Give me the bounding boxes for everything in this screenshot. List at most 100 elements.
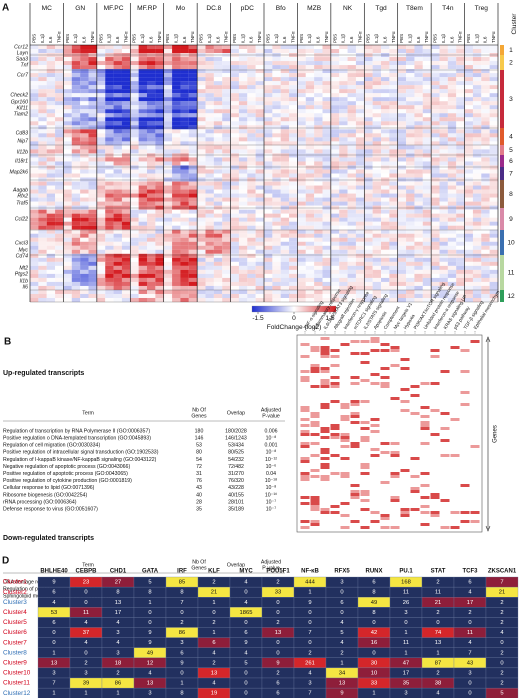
matrix-cell [310,421,320,424]
heatmap-cell [280,249,290,254]
heatmap-cell [188,205,198,210]
cluster-number: 3 [509,96,513,103]
heatmap-cell [255,285,265,291]
heatmap-cell [339,201,348,206]
heatmap-cell [155,189,164,194]
heatmap-cell [80,153,89,158]
heatmap-cell [30,293,39,299]
tf-header: RUNX [365,569,382,575]
heatmap-cell [138,101,148,106]
heatmap-cell [464,157,473,162]
heatmap-cell [339,197,348,202]
heatmap-cell [330,89,340,94]
condition-label: PBS [65,34,70,43]
heatmap-cell [163,57,173,62]
heatmap-cell [489,157,499,162]
heatmap-cell [113,133,122,138]
heatmap-cell [372,153,382,158]
heatmap-cell [364,97,373,102]
heatmap-cell [447,237,457,242]
heatmap-cell [147,277,156,282]
heatmap-cell [414,153,423,158]
heatmap-cell [63,233,72,238]
heatmap-cell [305,193,315,198]
heatmap-cell [172,89,181,94]
heatmap-cell [264,297,273,303]
heatmap-cell [71,101,81,106]
heatmap-cell [96,177,106,182]
heatmap-cell [247,213,256,218]
matrix-cell [340,343,350,346]
heatmap-cell [389,285,398,291]
heatmap-cell [222,225,231,230]
heatmap-cell [330,201,340,206]
heatmap-cell [472,85,482,90]
heatmap-cell [105,161,114,166]
heatmap-cell [38,201,47,206]
matrix-cell [300,433,310,436]
heatmap-cell [188,133,198,138]
heatmap-cell [355,265,365,270]
heatmap-cell [464,237,473,242]
heatmap-cell [414,189,423,194]
tf-value: 39 [83,681,89,687]
heatmap-cell [297,105,306,110]
heatmap-cell [472,225,482,230]
heatmap-cell [205,145,214,150]
heatmap-cell [414,257,423,262]
heatmap-cell [247,109,256,114]
heatmap-cell [297,249,306,254]
matrix-cell [360,499,370,502]
heatmap-cell [381,249,390,254]
heatmap-cell [30,189,39,194]
matrix-cell [360,508,370,511]
heatmap-cell [88,185,97,190]
heatmap-cell [264,149,273,154]
heatmap-cell [305,101,315,106]
table-cell: 10⁻¹² [265,457,277,463]
heatmap-cell [38,233,47,238]
heatmap-cell [481,145,490,150]
heatmap-cell [130,77,139,82]
heatmap-cell [63,185,72,190]
heatmap-cell [289,233,298,238]
heatmap-cell [180,65,189,70]
heatmap-cell [55,237,64,242]
table-cell: 0.006 [265,428,278,434]
heatmap-cell [255,245,265,250]
heatmap-cell [297,201,306,206]
heatmap-cell [63,177,72,182]
heatmap-cell [188,221,198,226]
heatmap-cell [213,193,223,198]
heatmap-cell [188,193,198,198]
heatmap-cell [297,89,306,94]
heatmap-cell [489,97,499,102]
heatmap-cell [230,161,239,166]
matrix-cell [470,511,480,514]
heatmap-cell [489,185,499,190]
heatmap-cell [38,197,47,202]
matrix-cell [460,349,470,352]
heatmap-cell [63,73,72,78]
heatmap-cell [188,49,198,54]
heatmap-cell [314,69,323,74]
tf-value: 13 [51,660,57,666]
heatmap-cell [63,89,72,94]
heatmap-cell [96,197,106,202]
heatmap-cell [172,85,181,90]
heatmap-cell [381,177,390,182]
column-header: Term [82,410,94,416]
tf-value: 7 [308,691,311,697]
column-header: P-value [262,413,280,419]
heatmap-cell [272,201,281,206]
matrix-cell [390,442,400,445]
heatmap-cell [447,101,457,106]
heatmap-cell [155,197,164,202]
heatmap-cell [38,169,47,174]
heatmap-cell [222,261,231,266]
heatmap-cell [63,97,72,102]
heatmap-cell [80,125,89,130]
heatmap-cell [472,61,482,66]
heatmap-cell [489,57,499,62]
heatmap-cell [230,297,239,303]
